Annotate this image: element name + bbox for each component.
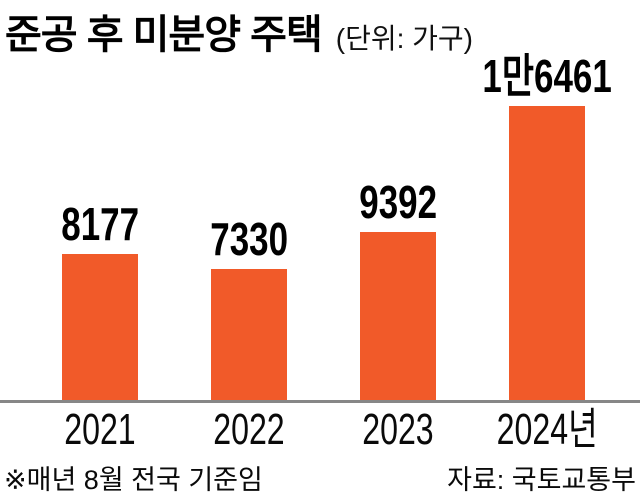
footer: ※매년 8월 전국 기준임 자료: 국토교통부 xyxy=(4,458,636,497)
source-credit: 자료: 국토교통부 xyxy=(447,465,636,495)
category-label-2022: 2022 xyxy=(213,405,285,454)
bar-2021 xyxy=(62,254,138,400)
category-label-2021: 2021 xyxy=(64,405,136,454)
x-axis-line xyxy=(0,400,640,403)
unit-label: (단위: 가구) xyxy=(335,23,473,54)
bar-2024년 xyxy=(509,106,585,400)
header: 준공 후 미분양 주택 (단위: 가구) xyxy=(5,2,473,60)
bar-2023 xyxy=(360,232,436,400)
bar-2022 xyxy=(211,269,287,400)
chart-title: 준공 후 미분양 주택 xyxy=(5,13,323,57)
footnote: ※매년 8월 전국 기준임 xyxy=(4,465,263,495)
category-label-2024년: 2024년 xyxy=(496,405,598,454)
value-label-2022: 7330 xyxy=(210,213,288,265)
value-label-2024년: 1만6461 xyxy=(482,50,612,102)
value-label-2023: 9392 xyxy=(359,176,437,228)
value-label-2021: 8177 xyxy=(61,198,139,250)
category-label-2023: 2023 xyxy=(362,405,434,454)
